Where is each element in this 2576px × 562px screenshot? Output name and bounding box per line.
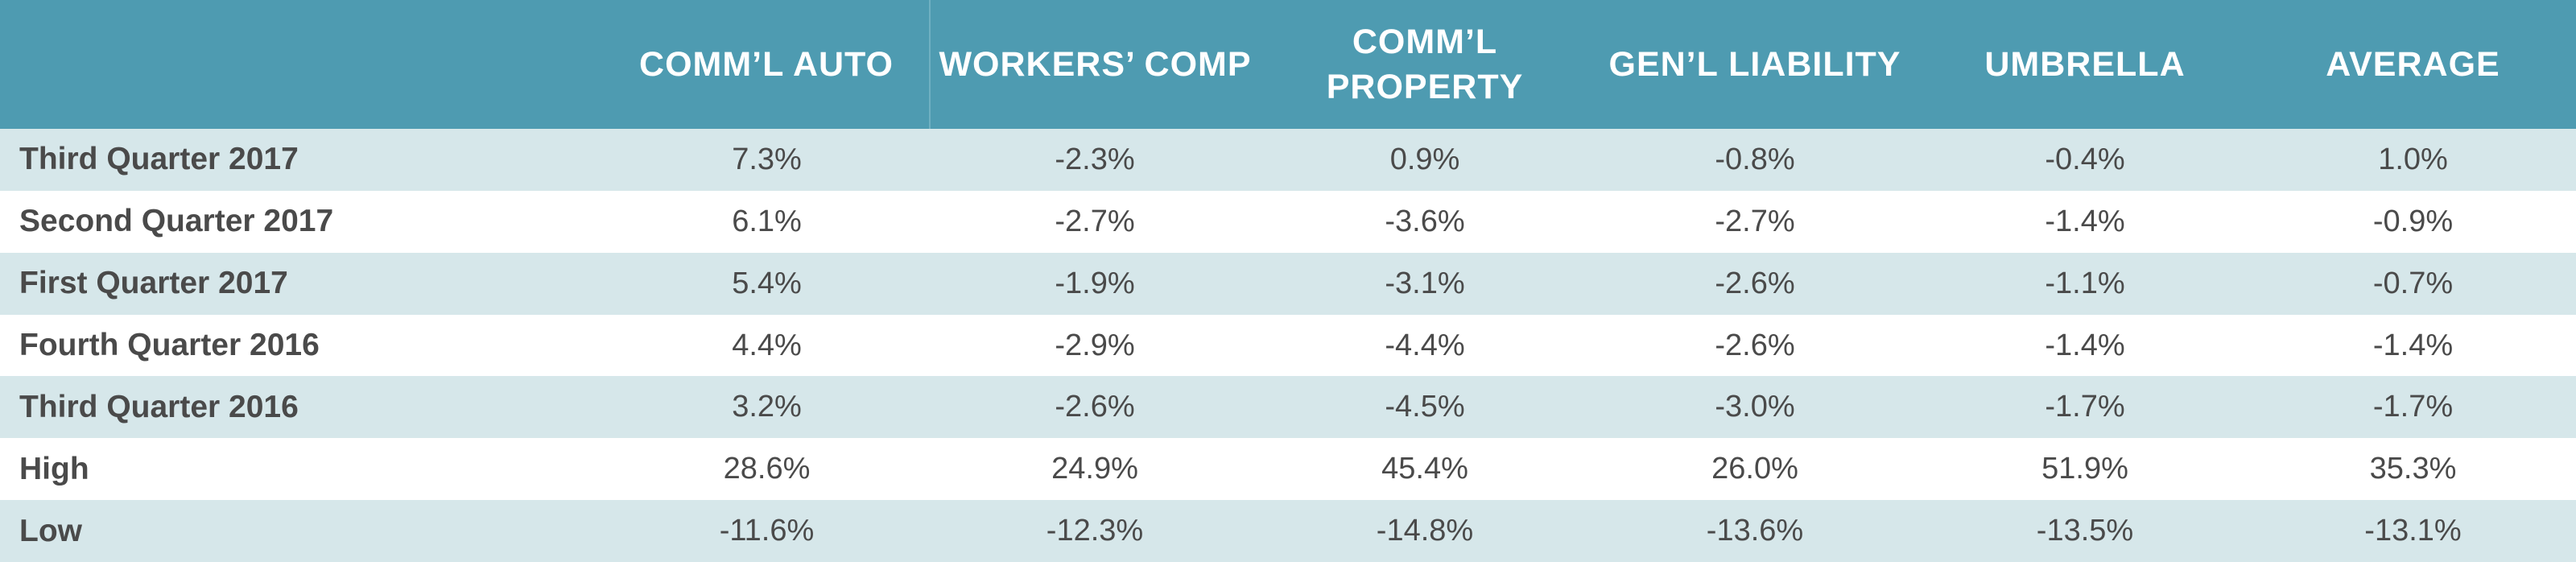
table-row: Fourth Quarter 2016 4.4% -2.9% -4.4% -2.… <box>0 314 2576 377</box>
table-row: Third Quarter 2016 3.2% -2.6% -4.5% -3.0… <box>0 376 2576 439</box>
table-cell: 28.6% <box>723 452 811 486</box>
table-body: Third Quarter 2017 7.3% -2.3% 0.9% -0.8%… <box>0 129 2576 562</box>
table-cell: 4.4% <box>732 328 802 362</box>
table-cell: 0.9% <box>1389 142 1460 176</box>
row-label: High <box>19 451 89 486</box>
table-cell: -12.3% <box>1046 514 1144 548</box>
row-label: Third Quarter 2016 <box>19 389 299 424</box>
column-header-comml-property: COMM’L PROPERTY <box>1326 23 1524 106</box>
table-cell: -2.7% <box>1715 204 1795 238</box>
table-cell: -0.4% <box>2045 142 2125 176</box>
table-cell: -13.6% <box>1706 514 1804 548</box>
table-cell: -0.7% <box>2372 266 2454 300</box>
table-cell: -2.7% <box>1055 204 1135 238</box>
table-row: High 28.6% 24.9% 45.4% 26.0% 51.9% 35.3% <box>0 438 2576 501</box>
table-cell: -4.5% <box>1385 390 1465 424</box>
table-cell: -3.0% <box>1715 390 1795 424</box>
table-cell: 24.9% <box>1051 452 1138 486</box>
row-label: Second Quarter 2017 <box>19 204 334 239</box>
table-cell: -3.1% <box>1385 266 1465 300</box>
table-cell: -13.1% <box>2364 514 2462 548</box>
row-label: Third Quarter 2017 <box>19 142 299 177</box>
column-header-comml-auto: COMM’L AUTO <box>604 0 931 129</box>
table-header-row: COMM’L AUTO WORKERS’ COMP COMM’L PROPERT… <box>0 0 2576 129</box>
table-cell: -1.1% <box>2045 266 2125 300</box>
table-cell: -1.4% <box>2045 328 2125 362</box>
table-cell: -2.6% <box>1055 390 1135 424</box>
table-cell: 35.3% <box>2369 452 2457 486</box>
table-cell: 1.0% <box>2378 142 2448 176</box>
table-cell: -1.4% <box>2045 204 2125 238</box>
table-cell: -3.6% <box>1385 204 1465 238</box>
table-cell: -1.7% <box>2372 390 2454 424</box>
table-cell: 3.2% <box>732 390 802 424</box>
table-cell: -13.5% <box>2036 514 2134 548</box>
table-row: Second Quarter 2017 6.1% -2.7% -3.6% -2.… <box>0 190 2576 253</box>
row-label: Fourth Quarter 2016 <box>19 328 320 362</box>
table-cell: 7.3% <box>732 142 802 176</box>
table-cell: 45.4% <box>1381 452 1468 486</box>
row-label: First Quarter 2017 <box>19 266 288 301</box>
table-cell: -2.9% <box>1055 328 1135 362</box>
table-cell: -1.9% <box>1055 266 1135 300</box>
column-header-workers-comp: WORKERS’ COMP <box>939 45 1252 84</box>
table-row: Low -11.6% -12.3% -14.8% -13.6% -13.5% -… <box>0 500 2576 562</box>
row-label: Low <box>19 513 82 548</box>
column-header-genl-liability: GEN’L LIABILITY <box>1608 45 1901 84</box>
table-cell: -2.6% <box>1715 266 1795 300</box>
table-row: First Quarter 2017 5.4% -1.9% -3.1% -2.6… <box>0 252 2576 315</box>
table-cell: 6.1% <box>732 204 802 238</box>
corner-header-cell <box>0 0 604 129</box>
table-cell: -11.6% <box>719 514 815 548</box>
table-cell: -0.8% <box>1715 142 1795 176</box>
column-header-umbrella: UMBRELLA <box>1984 45 2186 84</box>
table-cell: -1.4% <box>2372 328 2454 362</box>
column-header-average: AVERAGE <box>2326 45 2500 84</box>
table-cell: 26.0% <box>1711 452 1798 486</box>
table-cell: -0.9% <box>2372 204 2454 238</box>
table-cell: 51.9% <box>2041 452 2128 486</box>
table-cell: -2.6% <box>1715 328 1795 362</box>
table-cell: -1.7% <box>2045 390 2125 424</box>
table-row: Third Quarter 2017 7.3% -2.3% 0.9% -0.8%… <box>0 129 2576 191</box>
table-cell: 5.4% <box>732 266 802 300</box>
table-cell: -14.8% <box>1376 514 1474 548</box>
table-cell: -4.4% <box>1385 328 1465 362</box>
table-cell: -2.3% <box>1055 142 1135 176</box>
